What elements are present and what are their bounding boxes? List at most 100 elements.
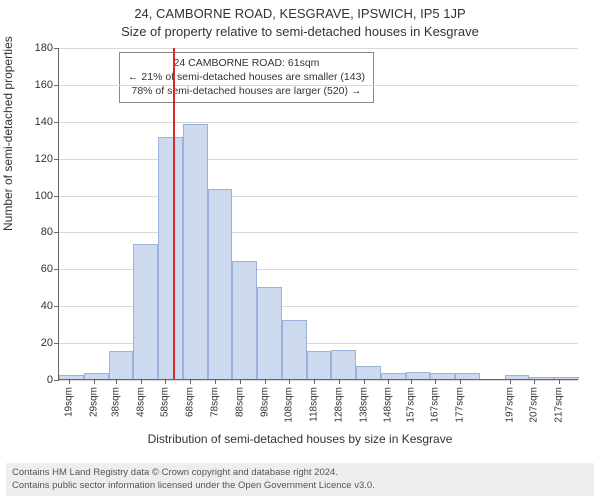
xtick-label: 98sqm [259,387,270,417]
gridline [59,196,578,197]
xtick-mark [116,379,117,384]
ytick-mark [54,380,59,381]
xtick-label: 48sqm [135,387,146,417]
histogram-bar [430,373,455,379]
ytick-label: 140 [35,116,53,128]
xtick-mark [460,379,461,384]
xtick-mark [559,379,560,384]
xtick-label: 207sqm [529,387,540,423]
info-line-2: ← 21% of semi-detached houses are smalle… [128,70,365,84]
info-annotation-box: 24 CAMBORNE ROAD: 61sqm ← 21% of semi-de… [119,52,374,103]
xtick-mark [141,379,142,384]
gridline [59,85,578,86]
histogram-bar [282,320,307,379]
ytick-label: 120 [35,153,53,165]
xtick-label: 148sqm [383,387,394,423]
xtick-mark [534,379,535,384]
ytick-label: 80 [41,226,53,238]
xtick-label: 118sqm [309,387,320,422]
xtick-mark [435,379,436,384]
ytick-label: 40 [41,300,53,312]
xtick-label: 19sqm [63,387,74,417]
xtick-label: 38sqm [110,387,121,417]
ytick-label: 160 [35,79,53,91]
xtick-mark [190,379,191,384]
ytick-mark [54,48,59,49]
ytick-label: 100 [35,190,53,202]
histogram-bar [84,373,109,379]
xtick-mark [240,379,241,384]
xtick-mark [411,379,412,384]
gridline [59,380,578,381]
xtick-label: 138sqm [358,387,369,423]
gridline [59,232,578,233]
xtick-label: 217sqm [554,387,565,423]
xtick-mark [265,379,266,384]
xtick-label: 78sqm [210,387,221,417]
gridline [59,48,578,49]
gridline [59,159,578,160]
histogram-bar [554,377,579,379]
chart-title: 24, CAMBORNE ROAD, KESGRAVE, IPSWICH, IP… [0,6,600,21]
ytick-mark [54,306,59,307]
histogram-bar [529,377,554,379]
xtick-mark [165,379,166,384]
xtick-label: 88sqm [234,387,245,417]
histogram-bar [133,244,158,379]
xtick-mark [388,379,389,384]
xtick-mark [289,379,290,384]
histogram-chart: 24, CAMBORNE ROAD, KESGRAVE, IPSWICH, IP… [0,0,600,500]
histogram-bar [505,375,530,379]
footer-attribution: Contains HM Land Registry data © Crown c… [6,463,594,496]
footer-line-2: Contains public sector information licen… [12,480,588,492]
ytick-label: 20 [41,337,53,349]
histogram-bar [183,124,208,379]
histogram-bar [59,375,84,379]
histogram-bar [208,189,233,379]
xtick-mark [339,379,340,384]
footer-line-1: Contains HM Land Registry data © Crown c… [12,467,588,479]
xtick-mark [215,379,216,384]
histogram-bar [232,261,257,379]
gridline [59,122,578,123]
ytick-mark [54,343,59,344]
xtick-mark [69,379,70,384]
chart-subtitle: Size of property relative to semi-detach… [0,24,600,39]
x-axis-label: Distribution of semi-detached houses by … [0,432,600,446]
histogram-bar [406,372,431,379]
xtick-label: 58sqm [160,387,171,417]
ytick-mark [54,85,59,86]
histogram-bar [158,137,183,379]
xtick-mark [510,379,511,384]
xtick-mark [314,379,315,384]
ytick-mark [54,232,59,233]
xtick-label: 167sqm [430,387,441,423]
xtick-label: 68sqm [185,387,196,417]
xtick-label: 197sqm [504,387,515,423]
histogram-bar [307,351,332,379]
xtick-label: 157sqm [405,387,416,423]
ytick-mark [54,196,59,197]
xtick-label: 128sqm [333,387,344,423]
ytick-label: 60 [41,263,53,275]
histogram-bar [331,350,356,380]
ytick-label: 0 [47,374,53,386]
y-axis-label: Number of semi-detached properties [1,211,15,231]
reference-line [173,48,175,379]
histogram-bar [455,373,480,379]
histogram-bar [356,366,381,379]
info-line-3: 78% of semi-detached houses are larger (… [128,84,365,98]
info-line-1: 24 CAMBORNE ROAD: 61sqm [128,56,365,70]
ytick-mark [54,269,59,270]
ytick-mark [54,122,59,123]
ytick-label: 180 [35,42,53,54]
xtick-label: 177sqm [455,387,466,423]
plot-area: 24 CAMBORNE ROAD: 61sqm ← 21% of semi-de… [58,48,578,380]
histogram-bar [381,373,406,379]
histogram-bar [109,351,134,379]
xtick-mark [94,379,95,384]
xtick-mark [364,379,365,384]
xtick-label: 108sqm [284,387,295,423]
histogram-bar [257,287,282,379]
xtick-label: 29sqm [88,387,99,417]
